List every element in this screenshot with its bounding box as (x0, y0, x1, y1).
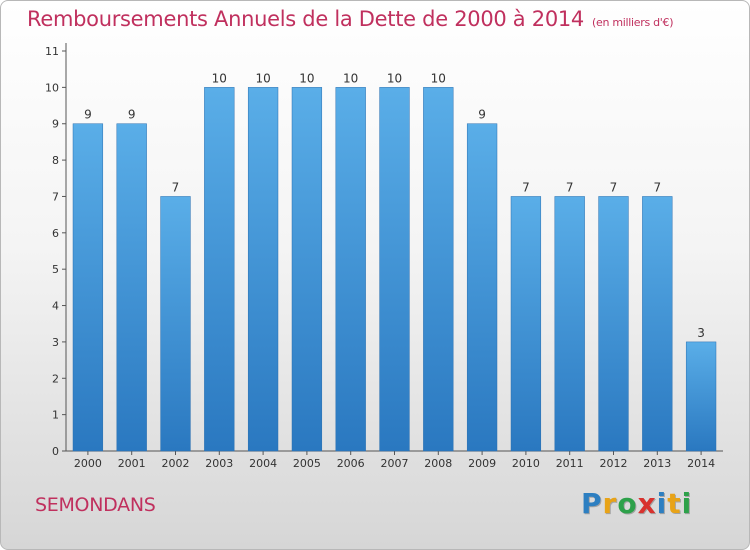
x-tick-label: 2004 (249, 457, 277, 470)
y-tick-label: 0 (52, 445, 59, 458)
bar (379, 87, 410, 452)
y-tick-label: 10 (45, 81, 59, 94)
y-tick-label: 9 (52, 118, 59, 131)
bar (72, 123, 104, 452)
bar-value-label: 10 (212, 71, 227, 85)
bar-value-label: 10 (255, 71, 270, 85)
bar (598, 196, 629, 452)
y-tick-label: 11 (45, 45, 59, 58)
commune-name: SEMONDANS (35, 494, 156, 516)
x-tick-label: 2001 (118, 457, 146, 470)
bar (466, 123, 498, 452)
chart-title: Remboursements Annuels de la Dette de 20… (27, 7, 673, 31)
x-tick-label: 2013 (643, 457, 671, 470)
y-tick-label: 5 (52, 263, 59, 276)
logo-letter: i (656, 487, 668, 520)
x-tick-label: 2005 (293, 457, 321, 470)
bar (685, 341, 717, 452)
chart-unit: (en milliers d'€) (592, 16, 674, 29)
x-tick-label: 2010 (512, 457, 540, 470)
bar-value-label: 10 (387, 71, 402, 85)
bar-value-label: 9 (84, 108, 92, 122)
x-tick-label: 2003 (205, 457, 233, 470)
y-tick-label: 3 (52, 336, 59, 349)
logo-letter: x (637, 487, 657, 520)
bar (423, 87, 454, 452)
chart-labels: 9 2000 9 2001 7 2002 10 2003 10 2004 10 2005 10 2006 1… (74, 71, 715, 470)
chart-title-text: Remboursements Annuels de la Dette de 20… (27, 7, 584, 31)
x-tick-label: 2006 (337, 457, 365, 470)
bar-value-label: 7 (522, 180, 530, 194)
bar-value-label: 10 (299, 71, 314, 85)
logo-letter: i (681, 487, 693, 520)
logo-letter: t (667, 487, 682, 520)
x-tick-label: 2007 (381, 457, 409, 470)
bar-value-label: 9 (128, 108, 136, 122)
bar (160, 196, 191, 452)
x-tick-label: 2012 (600, 457, 628, 470)
bar (204, 87, 235, 452)
logo-letter: r (602, 487, 618, 520)
bar (335, 87, 366, 452)
logo-letter: P (581, 487, 603, 520)
bar (642, 196, 673, 452)
bar (247, 87, 279, 452)
bar-value-label: 9 (478, 108, 486, 122)
proxiti-logo: Proxiti (581, 487, 692, 520)
x-tick-label: 2002 (162, 457, 190, 470)
bar-value-label: 7 (610, 180, 618, 194)
x-tick-label: 2011 (556, 457, 584, 470)
y-tick-label: 7 (52, 190, 59, 203)
y-tick-label: 8 (52, 154, 59, 167)
y-tick-label: 4 (52, 300, 59, 313)
bar (554, 196, 585, 452)
bar (291, 87, 323, 452)
bar-value-label: 7 (172, 180, 180, 194)
y-tick-label: 1 (52, 409, 59, 422)
logo-letter: o (617, 487, 638, 520)
bar-value-label: 10 (431, 71, 446, 85)
chart-bars (72, 87, 717, 452)
bar-value-label: 7 (653, 180, 661, 194)
bar (116, 123, 147, 452)
bar-value-label: 3 (697, 326, 705, 340)
x-tick-label: 2000 (74, 457, 102, 470)
y-tick-label: 2 (52, 372, 59, 385)
x-tick-label: 2014 (687, 457, 715, 470)
x-tick-label: 2008 (424, 457, 452, 470)
x-tick-label: 2009 (468, 457, 496, 470)
y-tick-label: 6 (52, 227, 59, 240)
bar-value-label: 7 (566, 180, 574, 194)
bar (510, 196, 542, 452)
bar-value-label: 10 (343, 71, 358, 85)
